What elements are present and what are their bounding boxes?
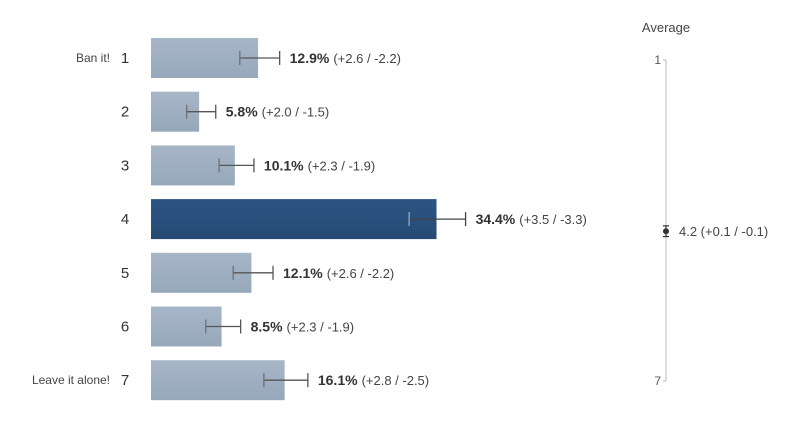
value-label: 12.1% (+2.6 / -2.2) [283, 265, 394, 281]
value-ci: (+2.0 / -1.5) [262, 105, 330, 120]
value-ci: (+2.8 / -2.5) [362, 373, 430, 388]
category-label: 5 [121, 265, 129, 282]
value-percent: 8.5% [251, 319, 283, 335]
value-label: 10.1% (+2.3 / -1.9) [264, 157, 375, 173]
value-label: 16.1% (+2.8 / -2.5) [318, 372, 429, 388]
value-percent: 12.9% [290, 50, 330, 66]
average-point [663, 228, 669, 235]
bars-layer: Ban it! 1 12.9% (+2.6 / -2.2)2 5.8% (+2.0 / -… [32, 38, 587, 401]
value-label: 12.9% (+2.6 / -2.2) [290, 50, 401, 66]
bar [151, 360, 285, 401]
value-percent: 34.4% [476, 211, 516, 227]
value-ci: (+2.6 / -2.2) [333, 51, 401, 66]
average-panel: Average 1 7 4.2 (+0.1 / -0.1) [642, 20, 768, 388]
average-max-label: 7 [654, 374, 661, 388]
average-min-label: 1 [654, 53, 661, 67]
bar [151, 199, 437, 240]
value-percent: 5.8% [226, 104, 258, 120]
value-ci: (+2.6 / -2.2) [327, 266, 395, 281]
value-label: 8.5% (+2.3 / -1.9) [251, 319, 354, 335]
value-ci: (+3.5 / -3.3) [519, 212, 587, 227]
value-label: 5.8% (+2.0 / -1.5) [226, 104, 329, 120]
value-ci: (+2.3 / -1.9) [308, 158, 376, 173]
category-label: 4 [121, 211, 129, 228]
value-percent: 16.1% [318, 372, 358, 388]
value-ci: (+2.3 / -1.9) [287, 320, 355, 335]
anchor-label: Ban it! [76, 51, 110, 65]
value-percent: 10.1% [264, 157, 304, 173]
anchor-label: Leave it alone! [32, 373, 110, 387]
category-label: 2 [121, 104, 129, 121]
category-label: 6 [121, 319, 129, 336]
average-value-label: 4.2 (+0.1 / -0.1) [679, 224, 768, 239]
category-label: 7 [121, 372, 129, 389]
value-percent: 12.1% [283, 265, 323, 281]
average-title: Average [642, 20, 690, 35]
category-label: 3 [121, 157, 129, 174]
value-label: 34.4% (+3.5 / -3.3) [476, 211, 587, 227]
category-label: 1 [121, 50, 129, 67]
